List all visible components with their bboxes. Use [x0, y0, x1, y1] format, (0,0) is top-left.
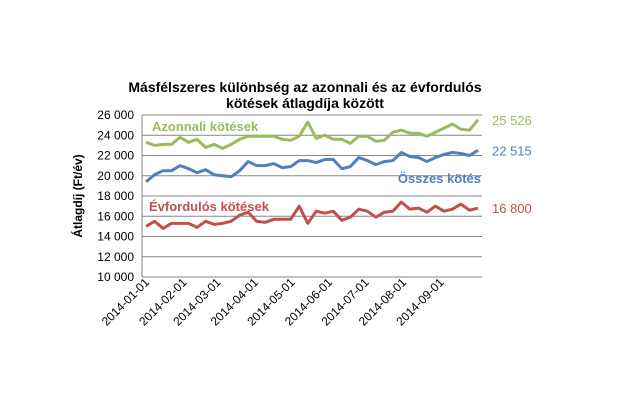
y-tick-label: 16 000	[97, 209, 134, 223]
end-value-label: 22 515	[492, 143, 532, 158]
y-tick-label: 18 000	[97, 189, 134, 203]
series-label-evfordulos: Évfordulós kötések	[149, 199, 270, 214]
series-line-2	[145, 200, 479, 230]
series-line-0	[145, 118, 480, 150]
end-value-label: 16 800	[492, 201, 532, 216]
y-tick-label: 22 000	[97, 149, 134, 163]
y-tick-label: 14 000	[97, 230, 134, 244]
y-tick-label: 10 000	[97, 270, 134, 284]
y-tick-label: 12 000	[97, 250, 134, 264]
y-tick-label: 26 000	[97, 108, 134, 122]
series-label-azonnali: Azonnali kötések	[152, 119, 259, 134]
chart-title-line-1: Másfélszeres különbség az azonnali és az…	[128, 79, 481, 95]
chart-title-line-2: kötések átlagdíja között	[226, 95, 384, 111]
series-line-1	[145, 149, 479, 183]
y-tick-label: 24 000	[97, 128, 134, 142]
y-axis-label: Átlagdíj (Ft/év)	[70, 154, 85, 237]
end-value-label: 25 526	[492, 113, 532, 128]
series-label-osszes: Összes kötés	[398, 171, 481, 186]
y-tick-label: 20 000	[97, 169, 134, 183]
